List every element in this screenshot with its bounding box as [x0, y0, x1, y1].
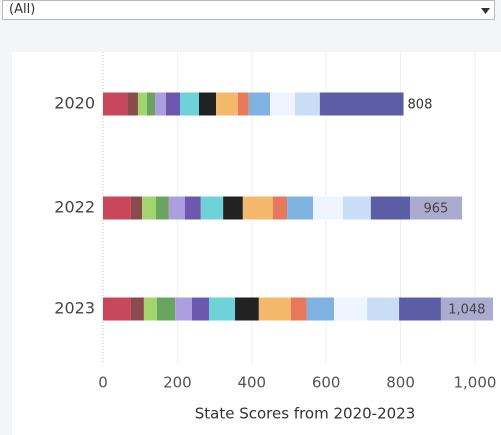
- bar-segment: [287, 196, 314, 220]
- bar-segment: [155, 92, 166, 116]
- total-label-bg: [440, 297, 493, 321]
- total-label: 965: [424, 202, 449, 217]
- total-label: 808: [408, 98, 433, 113]
- bar-segment: [143, 297, 157, 321]
- bar-segment: [200, 196, 224, 220]
- bar-segment: [179, 92, 199, 116]
- bar-segment: [294, 92, 320, 116]
- y-tick-label: 2022: [54, 198, 95, 217]
- bar-segment: [342, 196, 371, 220]
- bar-segment: [306, 297, 334, 321]
- bar-segment: [127, 92, 138, 116]
- bar-segment: [146, 92, 156, 116]
- bar-segment: [168, 196, 185, 220]
- chart-panel: State Scores from 2020-2023 0 200 400 600 80…: [12, 52, 501, 435]
- chart: State Scores from 2020-2023 0 200 400 600 80…: [54, 52, 496, 423]
- bar-segment: [103, 196, 131, 220]
- bar-segment: [270, 92, 295, 116]
- bar-segment: [333, 297, 368, 321]
- bar-segment: [248, 92, 271, 116]
- bar-segment: [155, 196, 169, 220]
- filter-dropdown[interactable]: (All): [2, 0, 495, 20]
- bar-segment: [156, 297, 176, 321]
- bar-segment: [165, 92, 180, 116]
- bar-segment: [184, 196, 201, 220]
- bar-segment: [242, 196, 273, 220]
- bar-segment: [103, 92, 128, 116]
- dropdown-arrow: [481, 8, 490, 14]
- bar-segment: [235, 297, 259, 321]
- y-tick-label: 2023: [54, 299, 95, 318]
- bar-segment: [258, 297, 291, 321]
- y-tick-label: 2020: [54, 94, 95, 113]
- bar-segment: [191, 297, 210, 321]
- bar-segment: [175, 297, 192, 321]
- bar-segment: [103, 297, 131, 321]
- bar-segment: [130, 297, 144, 321]
- bar-segment: [290, 297, 307, 321]
- x-tick-label: 0: [98, 374, 108, 392]
- x-tick-label: 800: [386, 374, 415, 392]
- bar-segment: [209, 297, 236, 321]
- bar-segment: [198, 92, 217, 116]
- x-axis-title: State Scores from 2020-2023: [195, 405, 416, 423]
- bar-segment: [319, 92, 404, 116]
- bar-segment: [313, 196, 343, 220]
- x-tick-label: 600: [312, 374, 341, 392]
- bar-segment: [238, 92, 249, 116]
- bar-segment: [272, 196, 288, 220]
- bar-segment: [142, 196, 156, 220]
- bar-segment: [130, 196, 143, 220]
- bar-segment: [137, 92, 147, 116]
- bar-segment: [223, 196, 243, 220]
- bar-segment: [367, 297, 400, 321]
- total-label-bg: [409, 196, 462, 220]
- x-tick-label: 1,000: [453, 374, 496, 392]
- total-label: 1,048: [448, 303, 485, 318]
- x-tick-label: 200: [163, 374, 192, 392]
- x-tick-label: 400: [237, 374, 266, 392]
- filter-value: (All): [9, 2, 36, 17]
- bar-segment: [216, 92, 239, 116]
